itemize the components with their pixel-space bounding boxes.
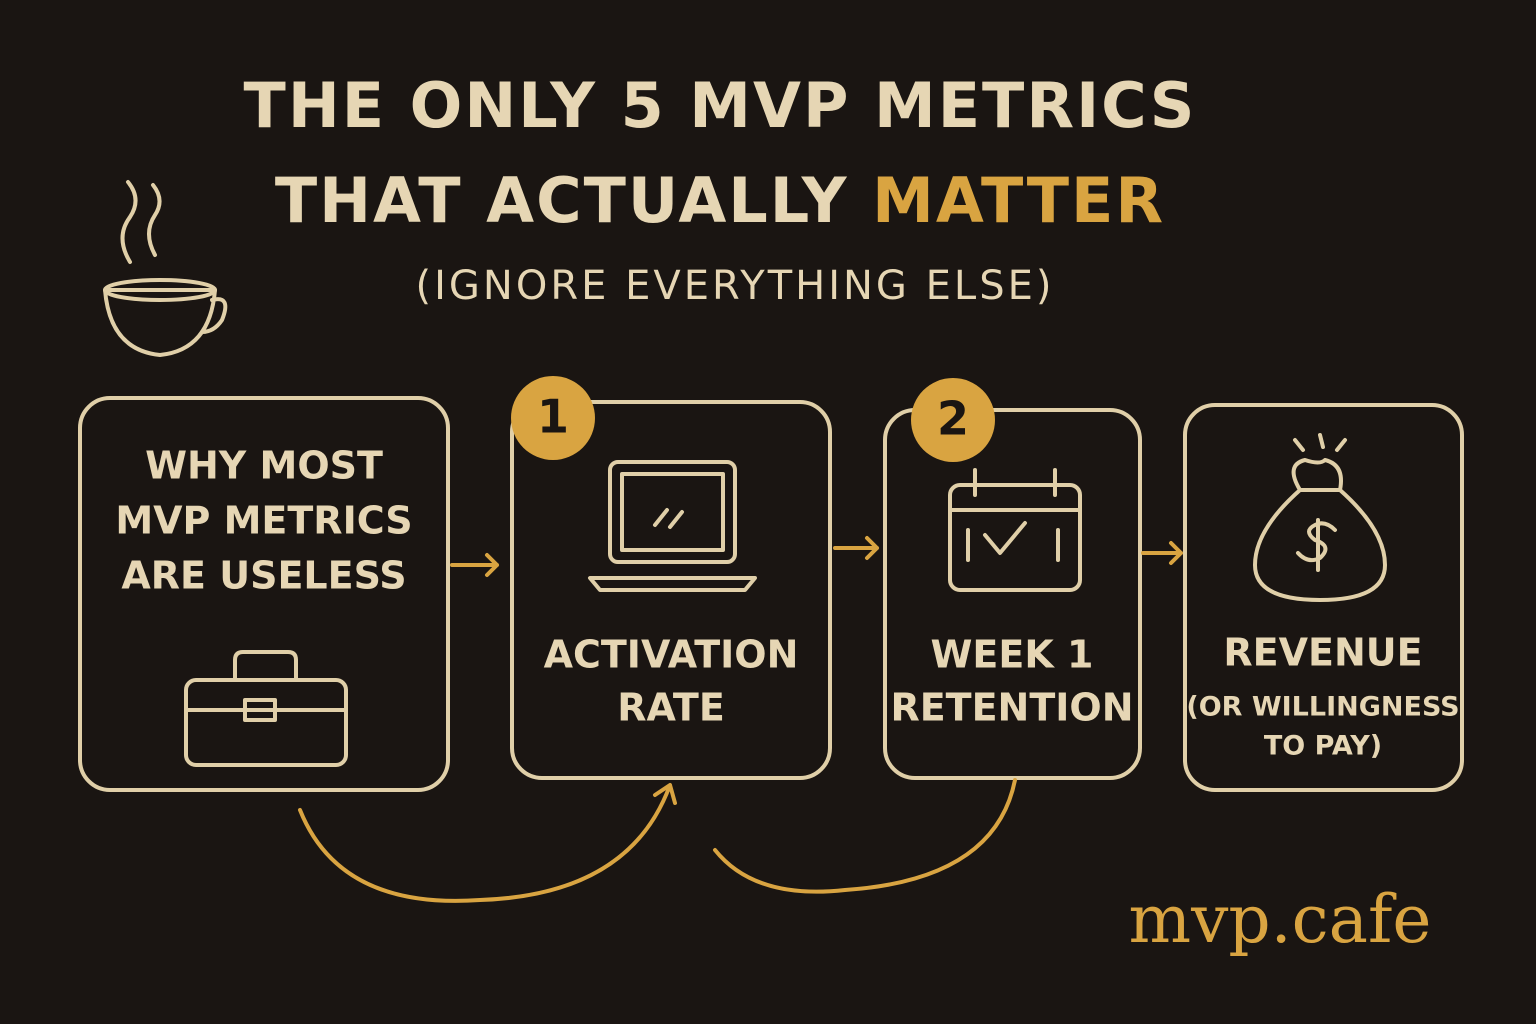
card-text: WEEK 1: [931, 633, 1094, 677]
card-text: WHY MOST: [145, 444, 383, 488]
card-text: ACTIVATION: [544, 633, 799, 677]
card-subtext: TO PAY): [1264, 731, 1382, 762]
badge: [511, 376, 595, 460]
card-text: RATE: [617, 686, 725, 730]
brand: mvp.cafe: [1129, 881, 1432, 958]
card: [78, 396, 450, 792]
card-subtext: (OR WILLINGNESS: [1186, 692, 1459, 723]
money-bag-icon: [1253, 433, 1387, 602]
title-line: THAT ACTUALLY MATTER: [275, 164, 1165, 237]
toolbox-icon: [184, 650, 348, 767]
title-text: THAT ACTUALLY: [275, 164, 872, 237]
card-text: REVENUE: [1223, 631, 1422, 675]
title-line: THE ONLY 5 MVP METRICS: [244, 69, 1197, 142]
subtitle: (IGNORE EVERYTHING ELSE): [416, 263, 1055, 309]
card-text: RETENTION: [890, 686, 1133, 730]
title-highlight: MATTER: [872, 164, 1165, 237]
badge-label: 2: [937, 392, 969, 446]
coffee-icon: [103, 180, 228, 357]
card-text: MVP METRICS: [115, 499, 412, 543]
badge: [911, 378, 995, 462]
badge-label: 1: [537, 390, 569, 444]
card-text: ARE USELESS: [121, 554, 406, 598]
calendar-icon: [948, 468, 1082, 592]
card: [1183, 403, 1464, 792]
arrows: [298, 536, 1183, 903]
card: [510, 400, 832, 780]
card: [883, 408, 1142, 780]
laptop-icon: [588, 460, 757, 592]
